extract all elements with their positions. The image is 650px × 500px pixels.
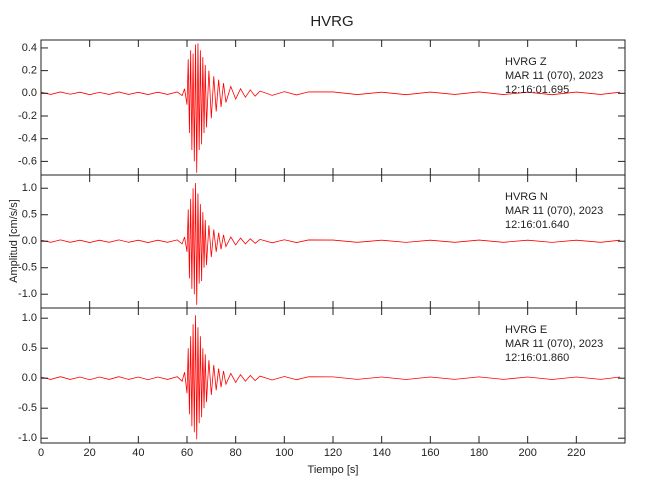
panel-frame [40, 307, 626, 444]
x-tick-label: 200 [518, 447, 536, 459]
y-tick-label: 0.4 [22, 42, 37, 54]
y-tick-label: -0.5 [18, 262, 37, 274]
annotation: HVRG N [505, 191, 548, 203]
y-tick-label: -0.6 [18, 155, 37, 167]
annotation: 12:16:01.695 [505, 84, 569, 96]
x-tick-label: 220 [567, 447, 585, 459]
x-tick-label: 180 [470, 447, 488, 459]
x-tick-label: 0 [38, 447, 44, 459]
annotation: HVRG E [505, 324, 547, 336]
annotation: 12:16:01.860 [505, 352, 569, 364]
x-tick-label: 120 [324, 447, 342, 459]
y-tick-label: -1.0 [18, 288, 37, 300]
y-tick-label: 0.0 [22, 87, 37, 99]
waveform [40, 315, 621, 440]
annotation: HVRG Z [505, 56, 547, 68]
y-tick-label: 0.5 [22, 342, 37, 354]
x-tick-label: 140 [372, 447, 390, 459]
annotation: MAR 11 (070), 2023 [505, 338, 603, 350]
y-axis-label: Amplitud [cm/s/s] [8, 199, 20, 283]
x-tick-label: 80 [230, 447, 242, 459]
y-tick-label: -0.4 [18, 133, 37, 145]
y-tick-label: 1.0 [22, 182, 37, 194]
annotation: MAR 11 (070), 2023 [505, 70, 603, 82]
x-tick-label: 60 [181, 447, 193, 459]
x-tick-label: 40 [132, 447, 144, 459]
x-tick-label: 100 [275, 447, 293, 459]
chart-title: HVRG [310, 13, 353, 30]
annotation: 12:16:01.640 [505, 219, 569, 231]
x-tick-label: 160 [421, 447, 439, 459]
y-tick-label: 0.2 [22, 65, 37, 77]
y-tick-label: -0.5 [18, 402, 37, 414]
y-tick-label: -0.2 [18, 110, 37, 122]
x-axis-label: Tiempo [s] [308, 464, 359, 476]
waveform [40, 182, 621, 305]
y-tick-label: 0.0 [22, 372, 37, 384]
y-tick-label: 0.5 [22, 209, 37, 221]
y-tick-label: 0.0 [22, 235, 37, 247]
waveform [40, 43, 621, 173]
annotation: MAR 11 (070), 2023 [505, 205, 603, 217]
y-tick-label: 1.0 [22, 312, 37, 324]
y-tick-label: -1.0 [18, 432, 37, 444]
x-tick-label: 20 [84, 447, 96, 459]
